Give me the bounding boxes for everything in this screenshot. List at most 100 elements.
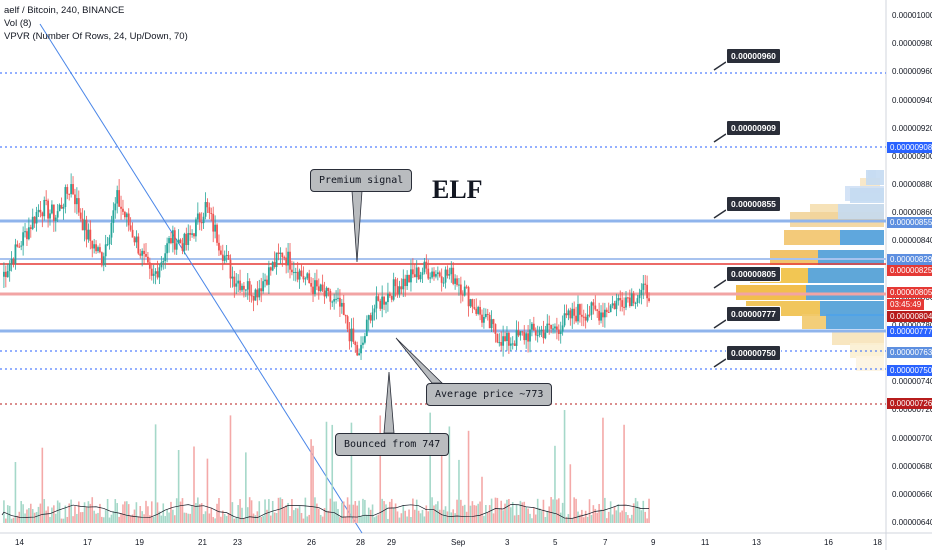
volume-bar [582,517,585,523]
candle-body [327,287,330,291]
candle-body [410,269,412,283]
candle-body [452,267,455,284]
candle-body [200,222,203,224]
volume-bar [450,512,453,523]
y-axis-label: 0.00000880 [892,180,932,189]
candle-body [75,198,78,205]
volume-indicator-label[interactable]: Vol (8) [4,18,32,29]
volume-bar [640,510,643,523]
volume-bar [147,506,149,523]
bounced-callout[interactable]: Bounced from 747 [335,433,450,456]
candle-body [536,335,539,337]
volume-bar [235,517,238,523]
candle-body [632,293,635,304]
candle-body [365,319,368,337]
candle-body [363,336,366,343]
volume-bar [506,499,508,523]
candle-body [473,307,476,309]
candle-body [538,330,541,336]
volume-bar [152,516,155,523]
candle-body [506,332,508,341]
candle-body [181,243,184,251]
symbol-label[interactable]: aelf / Bitcoin, 240, BINANCE [4,5,125,16]
candle-body [602,312,604,318]
y-axis-label: 0.00000860 [892,208,932,218]
volume-bar [241,507,243,523]
candle-body [83,219,86,231]
candle-body [483,316,485,323]
volume-bar [37,506,40,523]
average-price-callout[interactable]: Average price ~773 [426,383,553,406]
volume-bar [375,515,378,523]
candle-body [308,273,311,284]
volume-bar [515,504,518,523]
vpvr-up-row-0 [866,170,884,185]
candle-body [496,333,499,343]
volume-bar [145,500,147,523]
candle-body [459,284,462,295]
candle-body [68,193,71,195]
volume-bar [214,518,216,523]
candle-body [237,280,240,284]
price-label-960[interactable]: 0.00000960 [726,48,781,64]
candle-body [52,204,55,221]
volume-bar [298,505,301,523]
volume-bar [95,513,97,523]
volume-bar [54,513,57,523]
volume-bar [536,498,539,523]
candle-body [246,281,249,290]
vpvr-row-13 [856,356,884,371]
volume-bar [131,514,134,523]
candle-body [340,302,343,307]
candle-body [481,314,483,323]
volume-bar [533,508,535,523]
candle-body [557,329,560,334]
candle-body [509,343,512,346]
candle-body [388,293,391,296]
premium-signal-callout[interactable]: Premium signal [310,169,413,192]
candle-body [373,308,376,313]
volume-bar [508,498,510,523]
price-label-777[interactable]: 0.00000777 [726,306,781,322]
volume-bar [573,497,575,523]
candle-body [369,315,372,321]
volume-bar [387,518,389,523]
volume-bar [31,509,34,523]
candle-body [31,216,34,229]
candle-body [250,295,253,297]
volume-bar [444,506,447,523]
volume-bar [160,515,163,523]
candle-body [93,244,96,249]
volume-bar [225,515,228,523]
candle-body [137,236,140,254]
candle-body [465,286,468,288]
price-label-909[interactable]: 0.00000909 [726,120,781,136]
vpvr-indicator-label[interactable]: VPVR (Number Of Rows, 24, Up/Down, 70) [4,31,188,42]
price-label-750[interactable]: 0.00000750 [726,345,781,361]
volume-bar [483,515,485,523]
candle-body [406,274,409,287]
volume-bar [306,516,309,523]
price-label-805[interactable]: 0.00000805 [726,266,781,282]
volume-bar [243,518,245,523]
volume-bar [250,500,253,523]
candle-body [346,316,349,329]
volume-bar [218,498,220,523]
candle-body [648,298,650,301]
volume-bar [223,514,226,523]
candle-body [402,278,405,290]
candle-body [208,207,211,214]
candle-body [362,342,364,345]
candle-body [642,283,645,290]
candle-body [615,300,618,310]
candle-body [469,299,472,307]
volume-bar [529,513,531,523]
volume-bar [72,516,74,523]
candle-body [611,303,614,306]
y-axis-label: 0.00001000 [892,11,932,20]
price-label-855[interactable]: 0.00000855 [726,196,781,212]
volume-bar [339,517,341,523]
candle-body [317,286,320,292]
candle-body [456,278,458,285]
